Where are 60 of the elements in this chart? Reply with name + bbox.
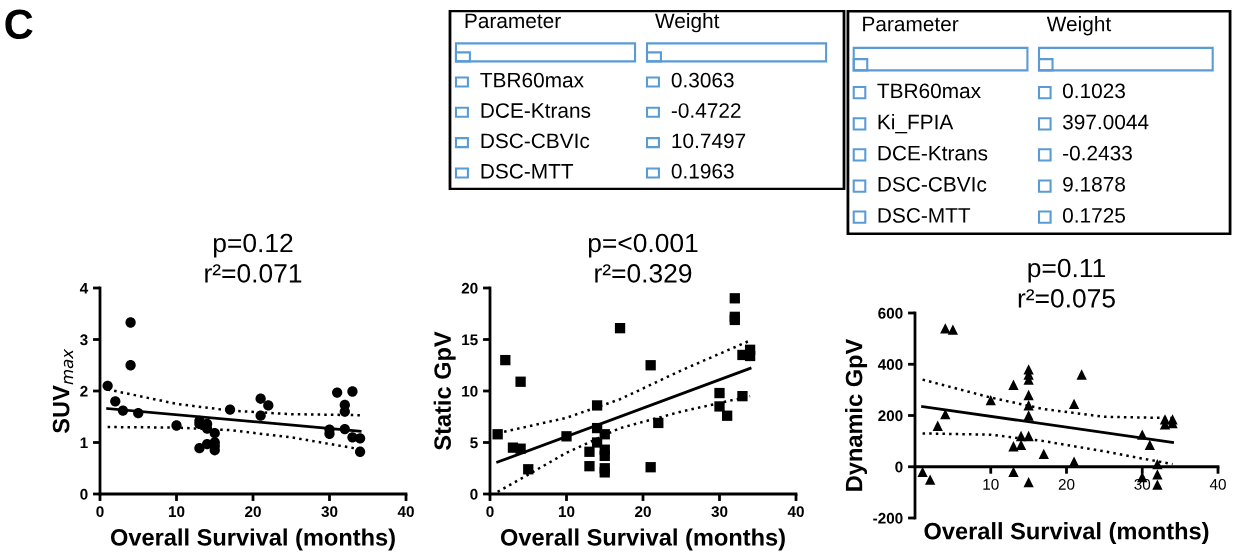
chart-title: p=0.11 r²=0.075 [1018, 258, 1115, 308]
data-label: 10.7497 [672, 133, 746, 149]
text: Weight [1046, 16, 1112, 36]
text: Weight [655, 12, 720, 33]
data-label: -0.4722 [671, 103, 741, 118]
x-axis-title: Overall Survival (months) [500, 528, 785, 551]
y-tick-label: 3 [80, 334, 88, 346]
text: C [5, 9, 33, 40]
y-tick-label: 4 [79, 283, 89, 294]
data-label: 0.1725 [1062, 208, 1126, 223]
x-tick-label: 30 [321, 506, 338, 518]
y-tick-label: 15 [462, 334, 478, 346]
chart-title: p=<0.001 r²=0.329 [588, 233, 698, 283]
y-axis-title: Dynamic GpV [845, 338, 868, 491]
category-label: DSC-MTT [481, 163, 574, 179]
x-tick-label: 40 [397, 506, 414, 518]
x-tick-label: 40 [1209, 478, 1226, 490]
y-axis-title: SUV$_{max}$ [52, 348, 74, 434]
y-tick-label: 0 [470, 488, 478, 500]
x-tick-label: 20 [635, 506, 651, 518]
data-label: 0.1963 [671, 163, 734, 179]
category-label: TBR60max [480, 72, 584, 88]
category-label: TBR60max [877, 83, 981, 99]
y-tick-label: 1 [80, 437, 88, 449]
y-tick-label: 10 [462, 385, 478, 397]
x-tick-label: 20 [1058, 478, 1075, 490]
y-tick-label: 200 [878, 410, 903, 422]
category-label: DCE-Ktrans [878, 145, 988, 161]
y-tick-label: 0 [80, 488, 88, 500]
data-label: 0.1023 [1062, 83, 1125, 99]
x-axis-title: Overall Survival (months) [110, 528, 395, 551]
x-tick-label: 10 [168, 506, 185, 518]
chart-title: p=0.12 r²=0.071 [205, 233, 302, 283]
category-label: DCE-Ktrans [481, 103, 591, 118]
x-tick-label: 10 [983, 478, 999, 490]
data-label: 0.3063 [671, 72, 734, 88]
y-tick-label: 20 [461, 282, 478, 294]
text: Parameter [863, 16, 959, 32]
y-axis-title: Static GpV [433, 331, 456, 451]
x-tick-label: 30 [711, 506, 728, 518]
y-tick-label: 5 [470, 437, 478, 449]
category-label: DSC-CBVIc [878, 176, 987, 192]
category-label: Ki_FPIA [878, 114, 954, 134]
category-label: DSC-CBVIc [481, 133, 590, 149]
x-tick-label: 10 [558, 506, 575, 518]
text: Parameter [465, 13, 561, 29]
data-label: 9.1878 [1063, 176, 1125, 192]
y-tick-label: 0 [895, 461, 903, 473]
x-tick-label: 0 [486, 506, 494, 518]
data-label: 397.0044 [1062, 114, 1149, 130]
y-tick-label: 400 [877, 359, 903, 370]
y-tick-label: 600 [878, 307, 903, 319]
x-tick-label: 40 [787, 506, 804, 518]
x-tick-label: 0 [96, 506, 104, 518]
category-label: DSC-MTT [878, 208, 971, 223]
y-tick-label: 2 [80, 385, 88, 397]
y-tick-label: -200 [873, 512, 903, 524]
data-label: -0.2433 [1063, 145, 1132, 161]
x-tick-label: 20 [245, 506, 261, 518]
x-axis-title: Overall Survival (months) [924, 522, 1209, 545]
